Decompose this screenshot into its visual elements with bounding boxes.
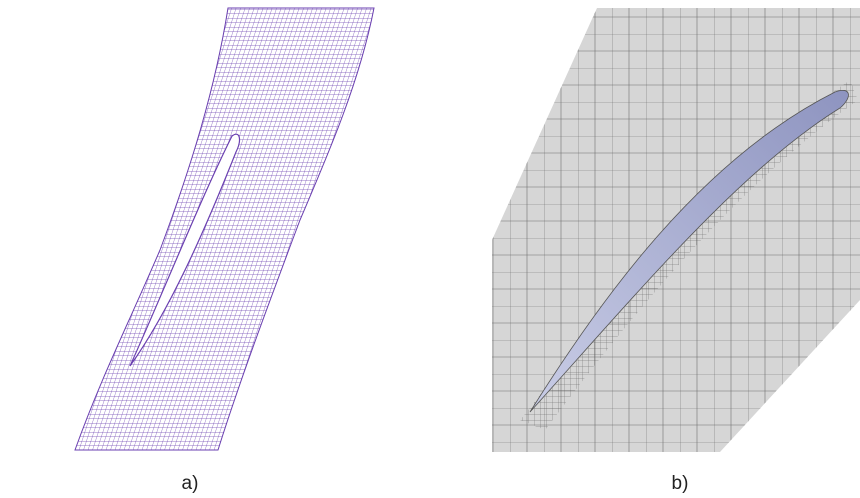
panel-label: a) — [182, 473, 199, 494]
panel-a-mesh — [75, 8, 374, 450]
panel-b-mesh — [492, 8, 860, 452]
figure: a) b) — [0, 0, 860, 498]
panel-label: b) — [672, 473, 689, 494]
